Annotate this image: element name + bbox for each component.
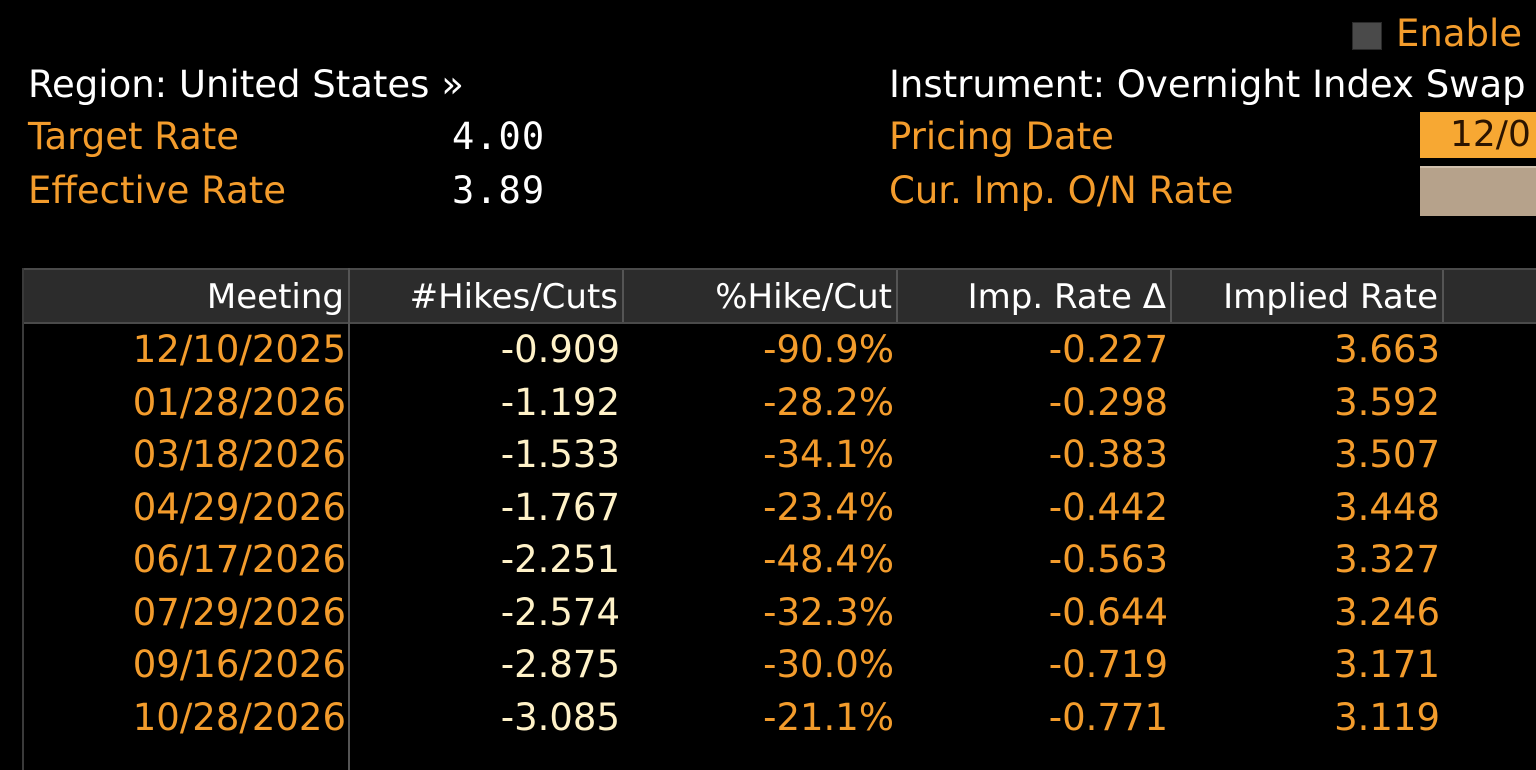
cell-meeting[interactable]: 10/28/2026 bbox=[132, 695, 346, 739]
table-row[interactable]: 10/28/2026 -3.085 -21.1% -0.771 3.119 bbox=[22, 692, 1536, 745]
target-rate-label: Target Rate bbox=[28, 115, 240, 158]
cell-hikes-cuts: -1.767 bbox=[500, 485, 620, 529]
effective-rate-value: 3.89 bbox=[452, 169, 546, 212]
enable-checkbox[interactable] bbox=[1352, 22, 1382, 50]
meeting-column-divider bbox=[348, 268, 350, 770]
table-header: Meeting #Hikes/Cuts %Hike/Cut Imp. Rate … bbox=[22, 268, 1536, 324]
cell-imp-rate-delta: -0.298 bbox=[1048, 380, 1168, 424]
cell-hikes-cuts: -3.085 bbox=[500, 695, 620, 739]
cell-pct-hike-cut: -90.9% bbox=[763, 328, 894, 371]
meeting-probability-table: Meeting #Hikes/Cuts %Hike/Cut Imp. Rate … bbox=[22, 268, 1536, 770]
col-header-hikes-cuts[interactable]: #Hikes/Cuts bbox=[350, 270, 624, 322]
table-row[interactable]: 04/29/2026 -1.767 -23.4% -0.442 3.448 bbox=[22, 482, 1536, 535]
cell-implied-rate: 3.592 bbox=[1334, 380, 1440, 424]
cell-hikes-cuts: -2.251 bbox=[500, 538, 620, 581]
table-row[interactable]: 01/28/2026 -1.192 -28.2% -0.298 3.592 bbox=[22, 377, 1536, 430]
cur-imp-rate-field[interactable] bbox=[1420, 166, 1536, 216]
table-body: 12/10/2025 -0.909 -90.9% -0.227 3.663 01/28/2… bbox=[22, 324, 1536, 744]
table-row[interactable]: 06/17/2026 -2.251 -48.4% -0.563 3.327 bbox=[22, 534, 1536, 587]
cell-imp-rate-delta: -0.383 bbox=[1048, 433, 1168, 476]
enable-label: Enable bbox=[1396, 12, 1523, 55]
region-selector[interactable]: Region: United States » bbox=[28, 63, 464, 106]
table-row[interactable]: 09/16/2026 -2.875 -30.0% -0.719 3.171 bbox=[22, 639, 1536, 692]
cell-implied-rate: 3.448 bbox=[1334, 485, 1440, 529]
instrument-label: Instrument: Overnight Index Swap bbox=[889, 63, 1526, 106]
cell-implied-rate: 3.327 bbox=[1334, 538, 1440, 581]
cell-pct-hike-cut: -23.4% bbox=[763, 485, 894, 529]
table-row[interactable]: 12/10/2025 -0.909 -90.9% -0.227 3.663 bbox=[22, 324, 1536, 377]
cell-meeting[interactable]: 01/28/2026 bbox=[132, 380, 346, 424]
effective-rate-label: Effective Rate bbox=[28, 169, 287, 212]
cell-imp-rate-delta: -0.771 bbox=[1048, 695, 1168, 739]
cell-meeting[interactable]: 12/10/2025 bbox=[132, 328, 346, 371]
cell-pct-hike-cut: -28.2% bbox=[763, 380, 894, 424]
cell-imp-rate-delta: -0.644 bbox=[1048, 590, 1168, 634]
cell-implied-rate: 3.246 bbox=[1334, 590, 1440, 634]
cell-pct-hike-cut: -32.3% bbox=[763, 590, 894, 634]
cell-hikes-cuts: -2.574 bbox=[500, 590, 620, 634]
cell-pct-hike-cut: -48.4% bbox=[763, 538, 894, 581]
cell-implied-rate: 3.119 bbox=[1334, 695, 1440, 739]
col-header-pct-hike-cut[interactable]: %Hike/Cut bbox=[624, 270, 898, 322]
cell-implied-rate: 3.507 bbox=[1334, 433, 1440, 476]
col-header-implied-rate[interactable]: Implied Rate bbox=[1172, 270, 1444, 322]
cell-hikes-cuts: -1.533 bbox=[500, 433, 620, 476]
cell-imp-rate-delta: -0.719 bbox=[1048, 643, 1168, 686]
cur-imp-rate-label: Cur. Imp. O/N Rate bbox=[889, 169, 1234, 212]
target-rate-value: 4.00 bbox=[452, 115, 546, 158]
col-header-imp-rate-delta[interactable]: Imp. Rate Δ bbox=[898, 270, 1172, 322]
cell-pct-hike-cut: -30.0% bbox=[763, 643, 894, 686]
table-row[interactable]: 07/29/2026 -2.574 -32.3% -0.644 3.246 bbox=[22, 587, 1536, 640]
cell-pct-hike-cut: -34.1% bbox=[763, 433, 894, 476]
col-header-meeting[interactable]: Meeting bbox=[22, 270, 350, 322]
cell-implied-rate: 3.663 bbox=[1334, 328, 1440, 371]
table-row[interactable]: 03/18/2026 -1.533 -34.1% -0.383 3.507 bbox=[22, 429, 1536, 482]
cell-implied-rate: 3.171 bbox=[1334, 643, 1440, 686]
cell-hikes-cuts: -2.875 bbox=[500, 643, 620, 686]
cell-hikes-cuts: -0.909 bbox=[500, 328, 620, 371]
cell-meeting[interactable]: 06/17/2026 bbox=[132, 538, 346, 581]
cell-imp-rate-delta: -0.442 bbox=[1048, 485, 1168, 529]
cell-imp-rate-delta: -0.227 bbox=[1048, 328, 1168, 371]
cell-meeting[interactable]: 04/29/2026 bbox=[132, 485, 346, 529]
pricing-date-field[interactable]: 12/0 bbox=[1420, 112, 1536, 158]
cell-meeting[interactable]: 09/16/2026 bbox=[132, 643, 346, 686]
pricing-date-label: Pricing Date bbox=[889, 115, 1114, 158]
cell-meeting[interactable]: 03/18/2026 bbox=[132, 433, 346, 476]
cell-meeting[interactable]: 07/29/2026 bbox=[132, 590, 346, 634]
table-left-border bbox=[22, 268, 24, 770]
cell-pct-hike-cut: -21.1% bbox=[763, 695, 894, 739]
cell-imp-rate-delta: -0.563 bbox=[1048, 538, 1168, 581]
cell-hikes-cuts: -1.192 bbox=[500, 380, 620, 424]
